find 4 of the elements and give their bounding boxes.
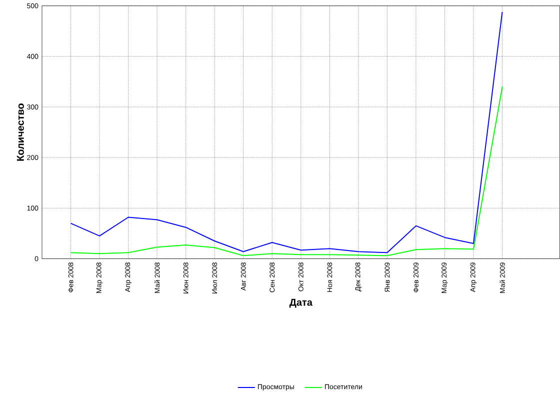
x-axis-title: Дата [289, 299, 313, 308]
line-series [70, 86, 503, 256]
line-series [70, 12, 503, 254]
y-axis-title: Количество [16, 104, 24, 161]
